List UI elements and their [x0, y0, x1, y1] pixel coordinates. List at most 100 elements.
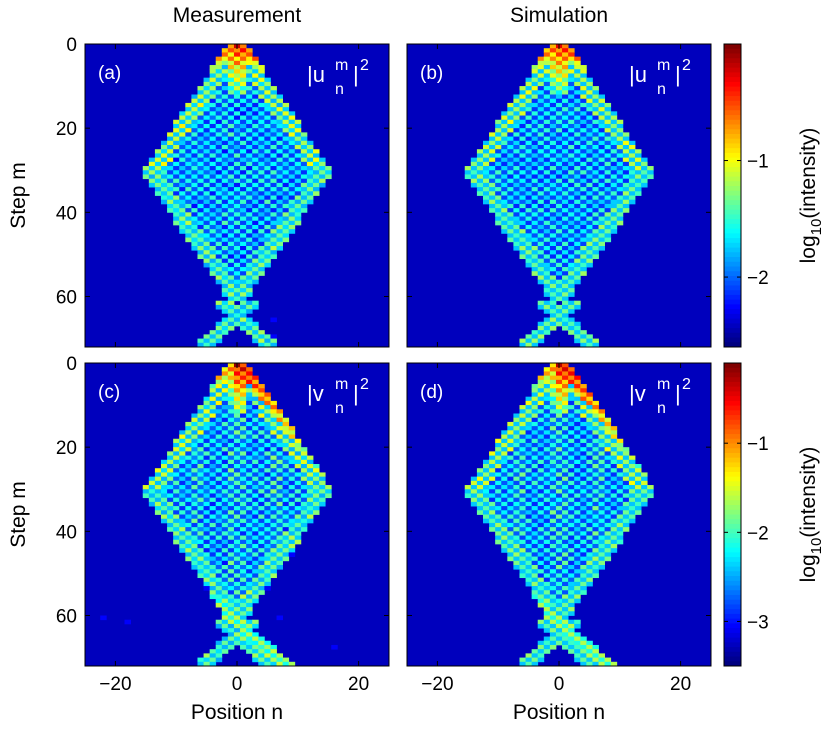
quantity-superscript: m [335, 376, 348, 393]
heatmap-cell [555, 522, 563, 528]
heatmap-cell [215, 81, 223, 87]
heatmap-cell [270, 254, 277, 260]
heatmap-cell [519, 182, 526, 188]
heatmap-cell [622, 145, 630, 150]
heatmap-cell [252, 246, 259, 251]
heatmap-cell [270, 136, 277, 142]
heatmap-cell [519, 447, 526, 452]
heatmap-cell [227, 258, 235, 264]
heatmap-cell [604, 548, 612, 553]
heatmap-cell [209, 224, 217, 230]
heatmap-cell [221, 321, 229, 327]
heatmap-cell [483, 485, 490, 490]
heatmap-cell [185, 187, 192, 192]
heatmap-cell [537, 531, 545, 536]
heatmap-cell [233, 279, 241, 285]
heatmap-cell [513, 531, 520, 536]
heatmap-cell [507, 212, 514, 217]
heatmap-cell [568, 392, 575, 398]
heatmap-cell [574, 69, 581, 74]
heatmap-cell [543, 400, 551, 406]
heatmap-cell [161, 157, 168, 163]
heatmap-cell [313, 174, 320, 180]
heatmap-cell [549, 98, 557, 104]
heatmap-cell [221, 619, 229, 625]
colorbar-segment [724, 157, 741, 163]
heatmap-cell [549, 489, 557, 494]
heatmap-cell [227, 636, 235, 642]
heatmap-cell [543, 275, 551, 281]
heatmap-cell [233, 288, 241, 293]
heatmap-cell [537, 140, 545, 146]
heatmap-cell [270, 573, 277, 579]
heatmap-cell [294, 514, 302, 520]
heatmap-cell [549, 581, 557, 587]
heatmap-cell [264, 413, 271, 419]
heatmap-cell [258, 400, 265, 406]
heatmap-cell [252, 636, 259, 642]
heatmap-cell [179, 132, 186, 137]
heatmap-cell [258, 455, 265, 461]
heatmap-cell [586, 195, 593, 201]
heatmap-cell [574, 178, 581, 184]
heatmap-cell [306, 510, 314, 515]
heatmap-cell [185, 497, 192, 503]
heatmap-cell [604, 522, 612, 528]
heatmap-cell [562, 594, 569, 600]
heatmap-cell [246, 405, 253, 410]
heatmap-cell [562, 367, 569, 372]
heatmap-cell [233, 413, 241, 419]
heatmap-cell [519, 409, 526, 414]
heatmap-cell [598, 182, 605, 188]
heatmap-cell [227, 203, 235, 209]
quantity-subscript: n [657, 81, 666, 98]
heatmap-cell [191, 451, 198, 456]
heatmap-cell [240, 52, 247, 58]
heatmap-cell [173, 464, 180, 469]
heatmap-cell [610, 455, 618, 461]
heatmap-cell [161, 140, 168, 146]
heatmap-cell [513, 518, 520, 524]
heatmap-cell [507, 220, 514, 226]
heatmap-cell [580, 199, 587, 205]
heatmap-cell [537, 119, 545, 125]
heatmap-cell [537, 267, 545, 272]
heatmap-cell [507, 123, 514, 129]
heatmap-cell [592, 413, 599, 419]
heatmap-cell [531, 497, 539, 503]
heatmap-cell [185, 203, 192, 209]
heatmap-cell [628, 170, 636, 175]
heatmap-cell [525, 233, 533, 238]
heatmap-cell [580, 140, 587, 146]
heatmap-cell [282, 149, 290, 154]
heatmap-cell [203, 250, 211, 255]
heatmap-cell [313, 157, 320, 163]
heatmap-cell [258, 644, 265, 650]
heatmap-cell [483, 518, 490, 524]
heatmap-cell [507, 119, 514, 125]
heatmap-cell [185, 220, 192, 226]
heatmap-cell [294, 140, 302, 146]
heatmap-cell [489, 455, 496, 461]
heatmap-cell [264, 90, 271, 95]
heatmap-cell [179, 434, 186, 440]
heatmap-cell [568, 182, 575, 188]
heatmap-cell [209, 506, 217, 511]
heatmap-cell [191, 140, 198, 146]
heatmap-cell [562, 447, 569, 452]
heatmap-cell [574, 111, 581, 116]
heatmap-cell [568, 52, 575, 58]
heatmap-cell [622, 455, 630, 461]
heatmap-cell [531, 388, 539, 393]
heatmap-cell [568, 421, 575, 427]
heatmap-cell [167, 199, 174, 205]
heatmap-cell [227, 271, 235, 276]
heatmap-cell [240, 250, 247, 255]
heatmap-cell [562, 102, 569, 108]
heatmap-cell [598, 522, 605, 528]
heatmap-cell [616, 203, 624, 209]
heatmap-cell [173, 145, 180, 150]
heatmap-cell [246, 128, 253, 133]
quantity-label: |v mn| 2 [307, 376, 369, 417]
heatmap-cell [276, 157, 283, 163]
